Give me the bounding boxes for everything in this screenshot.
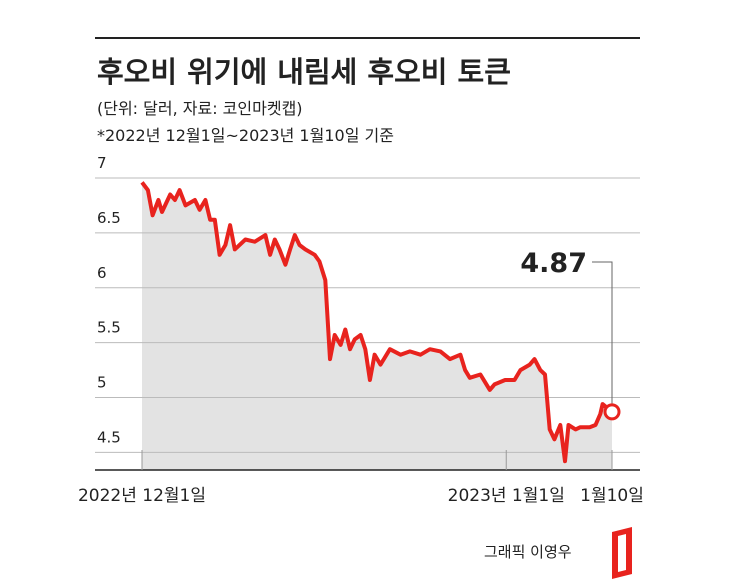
y-tick-label: 5.5 <box>97 319 121 337</box>
callout-line <box>592 261 613 404</box>
price-line <box>140 181 614 464</box>
note: *2022년 12월1일~2023년 1월10일 기준 <box>97 126 394 145</box>
y-tick-label: 6 <box>97 264 107 282</box>
chart-title: 후오비 위기에 내림세 후오비 토큰 <box>97 55 511 89</box>
value-label: 4.87 <box>520 248 587 279</box>
y-tick-label: 6.5 <box>97 209 121 227</box>
logo <box>612 527 632 579</box>
area <box>142 182 612 470</box>
x-tick-label: 2022년 12월1일 <box>78 486 206 506</box>
x-tick-label: 2023년 1월1일 <box>448 486 565 506</box>
subtitle: (단위: 달러, 자료: 코인마켓캡) <box>97 99 303 118</box>
y-tick-label: 4.5 <box>97 428 121 446</box>
y-tick-label: 7 <box>97 154 107 172</box>
credit: 그래픽 이영우 <box>484 543 572 561</box>
y-tick-label: 5 <box>97 374 107 392</box>
last-point <box>603 403 621 421</box>
x-tick-label: 1월10일 <box>580 486 644 506</box>
